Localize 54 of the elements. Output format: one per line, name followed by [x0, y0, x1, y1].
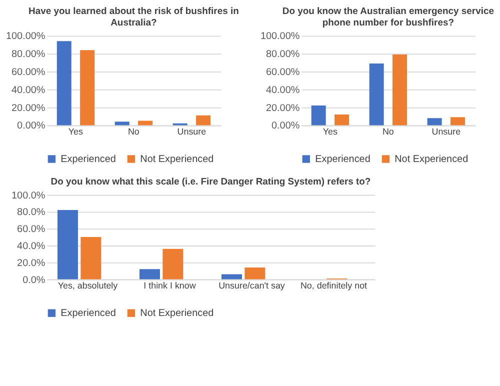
legend-label: Not Experienced [394, 154, 468, 165]
legend-label: Not Experienced [140, 308, 214, 320]
bar [221, 274, 242, 280]
x-tick-label: Unsure/can't say [218, 280, 286, 291]
y-tick-label: 80.00% [12, 49, 46, 60]
legend-label: Experienced [315, 154, 370, 165]
x-tick-label: Yes [68, 126, 84, 137]
x-tick-label: Unsure [177, 126, 206, 137]
y-tick-label: 80.0% [17, 207, 46, 218]
bar [114, 122, 130, 126]
bar [334, 114, 350, 126]
y-tick-label: 40.00% [266, 84, 300, 96]
y-tick-label: 100.0% [12, 190, 46, 202]
y-tick-label: 20.0% [17, 258, 46, 269]
y-tick-label: 100.00% [6, 31, 46, 42]
bar [244, 267, 266, 280]
x-tick-label: Yes, absolutely [58, 280, 118, 291]
bar [369, 63, 384, 126]
bar [57, 210, 78, 280]
bar [427, 118, 442, 126]
x-tick-label: I think I know [144, 280, 196, 291]
y-tick-label: 40.0% [17, 240, 46, 252]
y-tick-label: 0.0% [22, 274, 46, 286]
y-tick-label: 20.00% [266, 102, 300, 114]
x-tick-label: No [382, 126, 394, 137]
y-tick-label: 100.00% [260, 31, 300, 42]
bar [138, 120, 153, 126]
chart-title: Have you learned about the risk of bushfires in Australia? [28, 6, 240, 28]
y-tick-label: 0.00% [17, 120, 46, 132]
chart-title: Do you know the Australian emergency service phone number for bushfires? [282, 6, 494, 28]
bar [80, 237, 102, 280]
y-tick-label: 60.00% [266, 67, 300, 78]
y-tick-label: 20.00% [12, 102, 46, 114]
bar [392, 54, 408, 126]
x-tick-label: No, definitely not [300, 280, 368, 291]
y-tick-label: 60.00% [12, 67, 46, 78]
legend-label: Not Experienced [140, 154, 214, 165]
bar [450, 117, 465, 126]
chart-title: Do you know what this scale (i.e. Fire Danger Rating System) refers to? [50, 176, 371, 188]
bar [56, 41, 72, 126]
bar [162, 248, 184, 280]
x-tick-label: Yes [322, 126, 338, 137]
bar [196, 115, 211, 126]
x-tick-label: No [128, 126, 140, 137]
y-tick-label: 60.0% [17, 224, 46, 236]
y-tick-label: 0.00% [272, 120, 300, 132]
bar [311, 106, 326, 126]
legend-label: Experienced [60, 308, 116, 320]
legend-label: Experienced [60, 154, 116, 165]
bar [139, 269, 160, 280]
y-tick-label: 80.00% [266, 49, 300, 60]
bar [80, 50, 95, 126]
x-tick-label: Unsure [432, 126, 461, 137]
y-tick-label: 40.00% [12, 84, 46, 96]
